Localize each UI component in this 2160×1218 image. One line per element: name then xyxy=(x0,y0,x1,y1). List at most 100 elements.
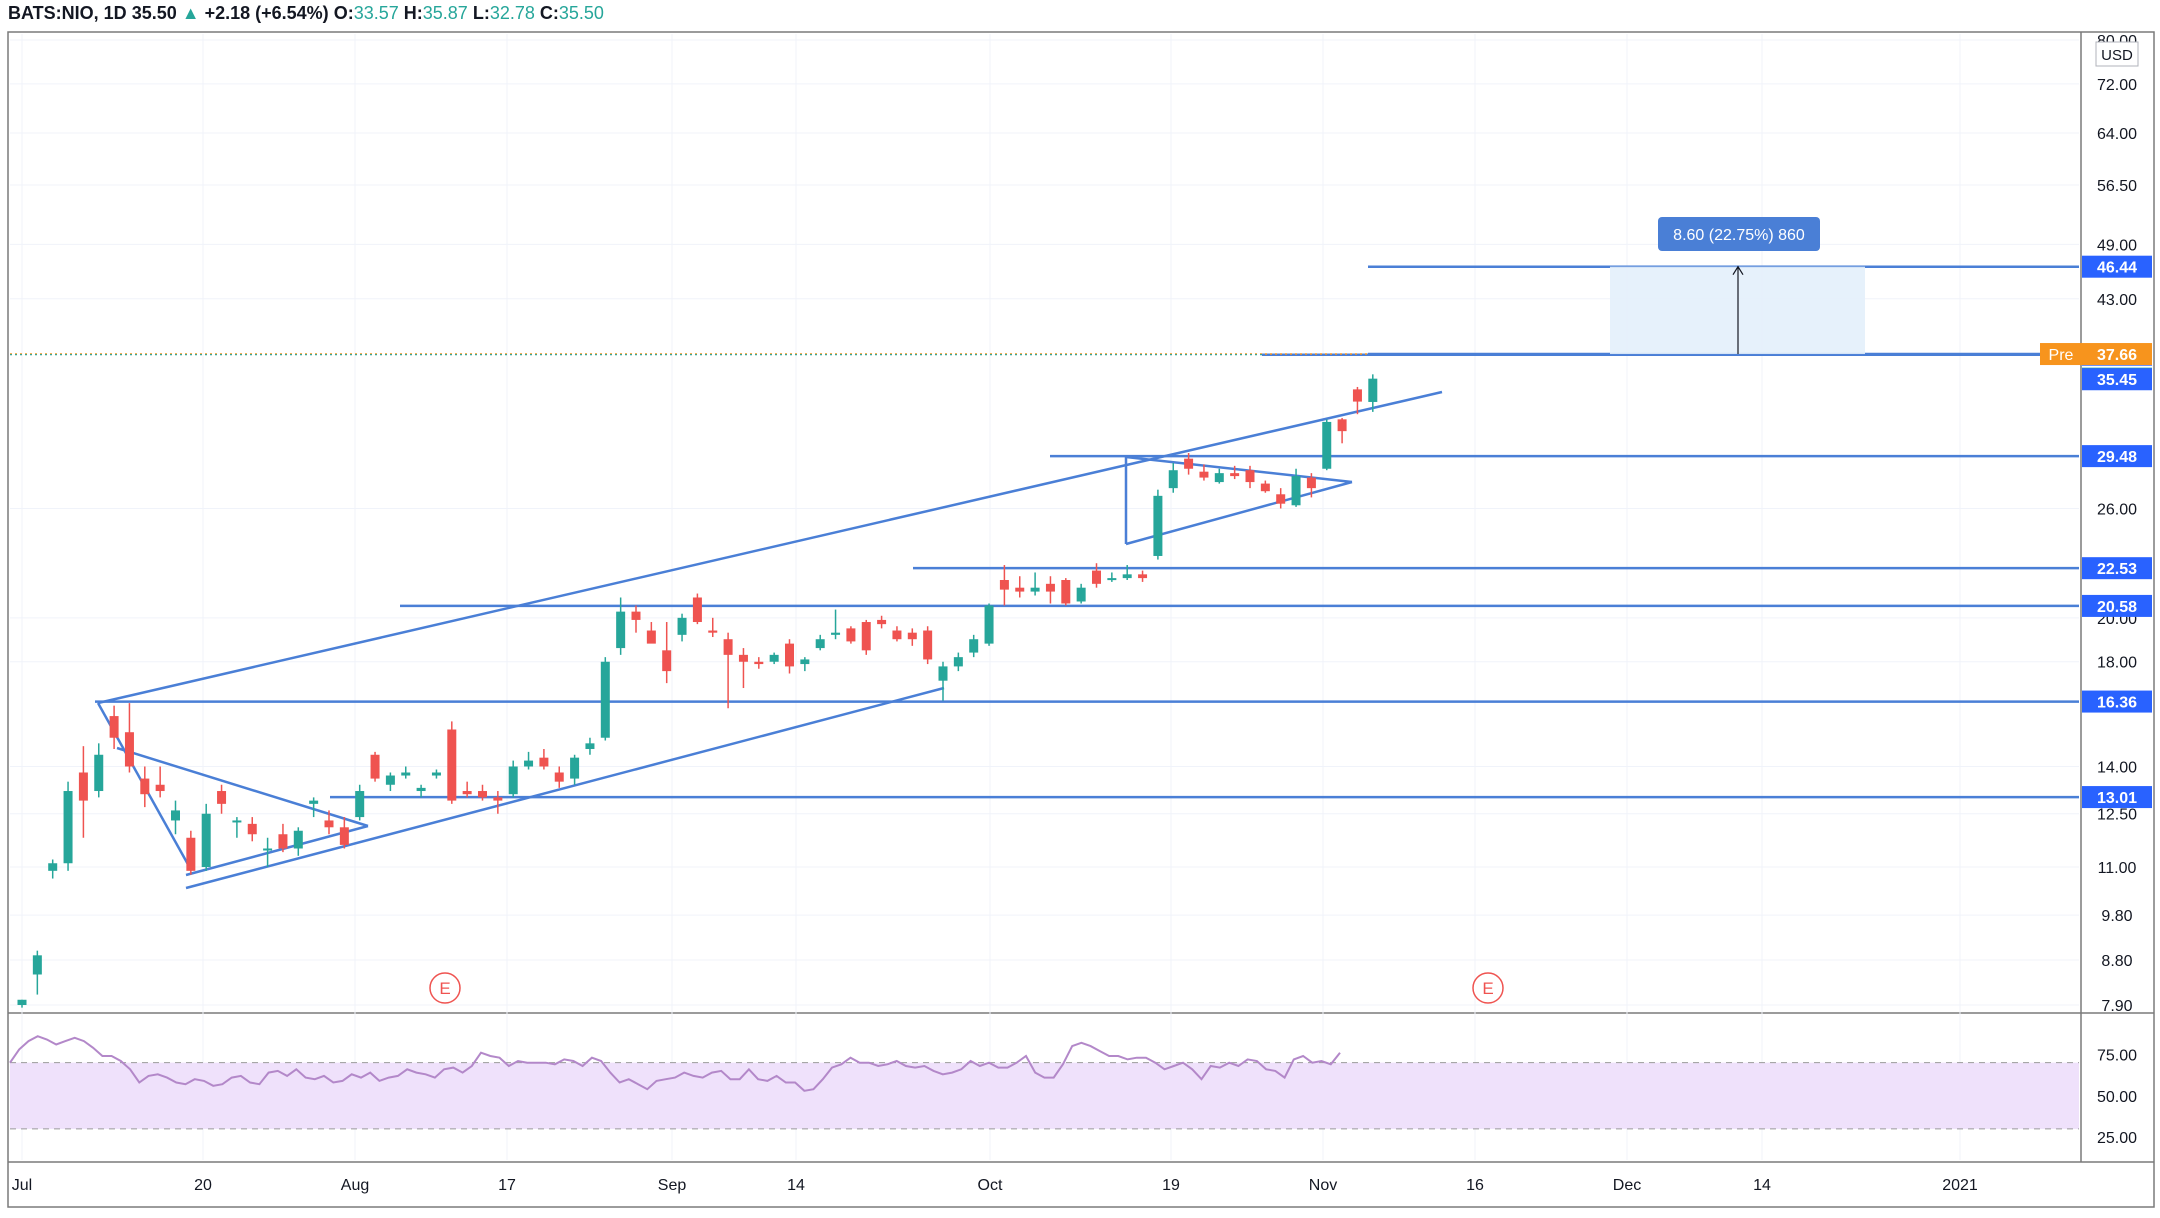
candle-body[interactable] xyxy=(1352,389,1362,402)
candle-body[interactable] xyxy=(1260,483,1270,492)
candle-body[interactable] xyxy=(232,820,242,823)
earnings-marker[interactable] xyxy=(429,972,461,1004)
candle-body[interactable] xyxy=(1061,580,1071,604)
candle-body[interactable] xyxy=(1337,419,1347,432)
candle-body[interactable] xyxy=(478,791,487,798)
candle-body[interactable] xyxy=(524,760,534,767)
candle-body[interactable] xyxy=(370,754,380,779)
candle-body[interactable] xyxy=(263,848,273,851)
trend-line[interactable] xyxy=(185,686,945,890)
candle-body[interactable] xyxy=(1368,378,1378,402)
candle-body[interactable] xyxy=(585,743,595,750)
price-tag[interactable] xyxy=(2082,255,2152,278)
trend-drawings[interactable] xyxy=(10,265,2079,890)
candle-body[interactable] xyxy=(831,632,841,635)
candle-body[interactable] xyxy=(877,619,887,625)
candle-body[interactable] xyxy=(124,732,134,767)
candle-body[interactable] xyxy=(493,797,503,801)
candle-body[interactable] xyxy=(815,639,825,649)
candle-body[interactable] xyxy=(938,666,948,681)
candle-body[interactable] xyxy=(723,639,733,655)
candle-body[interactable] xyxy=(1122,574,1132,579)
candle-body[interactable] xyxy=(462,791,472,795)
candle-body[interactable] xyxy=(923,630,933,660)
candle-body[interactable] xyxy=(631,611,641,620)
candle-body[interactable] xyxy=(677,617,687,635)
candle-body[interactable] xyxy=(155,784,165,792)
candle-body[interactable] xyxy=(708,630,718,633)
candle-body[interactable] xyxy=(324,820,334,828)
candle-body[interactable] xyxy=(109,716,119,738)
candle-body[interactable] xyxy=(78,772,88,801)
candle-body[interactable] xyxy=(171,810,180,821)
candle-body[interactable] xyxy=(17,999,27,1005)
candle-body[interactable] xyxy=(738,654,748,662)
candle-body[interactable] xyxy=(999,580,1009,590)
candle-body[interactable] xyxy=(1030,587,1040,592)
candle-body[interactable] xyxy=(846,628,856,642)
price-tag[interactable] xyxy=(2082,594,2152,617)
price-tag[interactable] xyxy=(2082,368,2152,391)
candle-body[interactable] xyxy=(539,757,549,767)
candles[interactable] xyxy=(17,374,1378,1008)
candle-body[interactable] xyxy=(800,659,810,665)
currency-box[interactable] xyxy=(2095,41,2139,67)
measure-tool[interactable]: 8.60 (22.75%) 860 xyxy=(1610,217,1865,355)
candle-body[interactable] xyxy=(1322,421,1332,469)
price-tag[interactable] xyxy=(2082,690,2152,713)
candle-body[interactable] xyxy=(1199,471,1209,478)
candle-body[interactable] xyxy=(1076,587,1086,602)
candle-body[interactable] xyxy=(401,772,411,776)
candle-body[interactable] xyxy=(94,754,104,792)
earnings-marker[interactable] xyxy=(1472,972,1504,1004)
candle-body[interactable] xyxy=(63,791,73,864)
candle-body[interactable] xyxy=(1306,477,1316,489)
candle-body[interactable] xyxy=(953,657,963,667)
candle-body[interactable] xyxy=(278,834,288,849)
candle-body[interactable] xyxy=(293,830,303,849)
candle-body[interactable] xyxy=(892,630,902,640)
candle-body[interactable] xyxy=(1153,495,1163,556)
time-axis[interactable]: Jul 20 Aug 17 Sep 14 Oct 19 Nov 16 Dec 14 2021 xyxy=(12,1177,1978,1194)
candle-body[interactable] xyxy=(1045,583,1055,592)
candle-body[interactable] xyxy=(1276,494,1286,504)
trend-line[interactable] xyxy=(97,390,1443,705)
candle-body[interactable] xyxy=(201,813,211,868)
candle-body[interactable] xyxy=(1291,476,1301,506)
candle-body[interactable] xyxy=(186,837,196,871)
candle-body[interactable] xyxy=(48,863,58,871)
pre-market-tag[interactable] xyxy=(2040,343,2152,366)
price-axis[interactable]: 80.0072.0064.0056.5049.0043.0026.0020.00… xyxy=(2040,33,2152,1015)
candle-body[interactable] xyxy=(1092,570,1101,584)
candle-body[interactable] xyxy=(508,766,518,795)
trend-line[interactable] xyxy=(1125,480,1353,546)
candle-body[interactable] xyxy=(355,791,365,818)
candle-body[interactable] xyxy=(1245,470,1255,483)
candle-body[interactable] xyxy=(1138,574,1148,579)
candle-body[interactable] xyxy=(570,757,580,779)
candle-body[interactable] xyxy=(616,611,626,649)
symbol-label[interactable]: BATS:NIO, 1D xyxy=(8,3,127,23)
candle-body[interactable] xyxy=(1230,473,1240,477)
candle-body[interactable] xyxy=(339,827,349,845)
candle-body[interactable] xyxy=(1184,458,1194,469)
candle-body[interactable] xyxy=(217,791,227,804)
candle-body[interactable] xyxy=(907,632,917,640)
candle-body[interactable] xyxy=(431,772,441,776)
candle-body[interactable] xyxy=(247,823,257,835)
candle-body[interactable] xyxy=(32,955,42,975)
candle-body[interactable] xyxy=(140,778,150,795)
candle-body[interactable] xyxy=(754,661,764,665)
candle-body[interactable] xyxy=(600,661,610,738)
candle-body[interactable] xyxy=(447,729,457,801)
price-tag[interactable] xyxy=(2082,445,2152,468)
candle-body[interactable] xyxy=(662,650,672,672)
candle-body[interactable] xyxy=(984,605,994,644)
candle-body[interactable] xyxy=(385,775,395,785)
candle-body[interactable] xyxy=(309,800,319,804)
candle-body[interactable] xyxy=(861,622,871,651)
price-tag[interactable] xyxy=(2082,557,2152,580)
price-tag[interactable] xyxy=(2082,786,2152,809)
